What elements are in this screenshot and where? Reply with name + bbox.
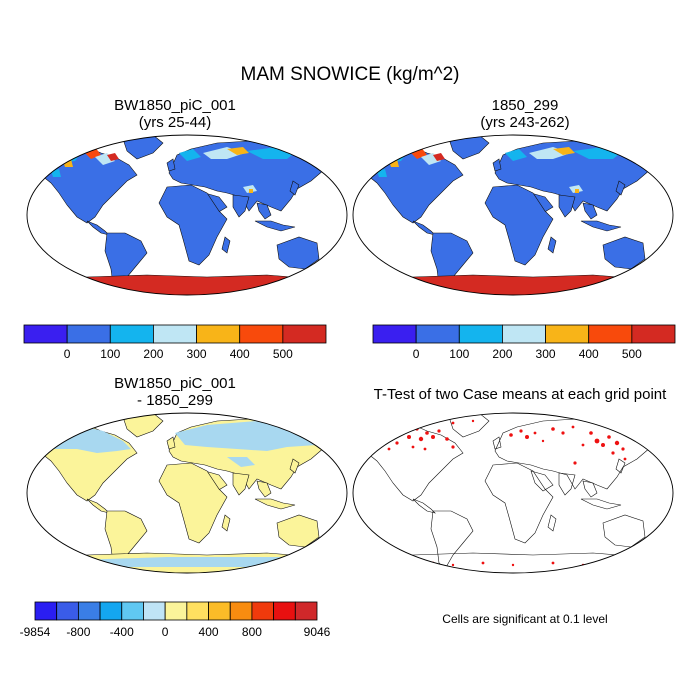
colorbar-case2-swatch	[545, 324, 590, 344]
colorbar-diff-swatch	[186, 601, 209, 621]
colorbar-diff: -9854 -800 -400 0 400 800 9046	[20, 601, 331, 639]
panel-title-case2: 1850_299 (yrs 243-262)	[425, 97, 625, 131]
colorbar-case1-swatch	[153, 324, 197, 344]
colorbar-case1-swatch	[196, 324, 241, 344]
colorbar-case1-label: 500	[273, 347, 293, 361]
colorbar-case1-label: 200	[143, 347, 163, 361]
colorbar-case2-label: 100	[449, 347, 469, 361]
colorbar-diff-swatch	[251, 601, 275, 621]
map-case1	[26, 134, 348, 296]
colorbar-diff-swatch	[56, 601, 79, 621]
colorbar-case2-swatch	[502, 324, 546, 344]
colorbar-diff-swatch	[229, 601, 253, 621]
colorbar-diff-label: -9854	[20, 625, 51, 639]
panel-title-case2-line2: (yrs 243-262)	[480, 114, 570, 131]
colorbar-case1-label: 100	[100, 347, 120, 361]
panel-title-case1: BW1850_piC_001 (yrs 25-44)	[75, 97, 275, 131]
colorbar-case1-swatch	[109, 324, 154, 344]
panel-title-diff-line1: BW1850_piC_001	[114, 375, 236, 392]
colorbar-case1: 0 100 200 300 400 500	[23, 324, 327, 361]
colorbar-case2-label: 200	[492, 347, 512, 361]
colorbar-diff-swatch	[77, 601, 101, 621]
colorbar-diff-swatch	[294, 601, 318, 621]
panel-title-case1-line2: (yrs 25-44)	[138, 114, 212, 131]
map-ttest	[352, 412, 674, 574]
colorbar-case2: 0 100 200 300 400 500	[372, 324, 676, 361]
colorbar-case2-swatch	[458, 324, 503, 344]
colorbar-case1-label: 0	[64, 347, 71, 361]
colorbar-case1-swatch	[282, 324, 327, 344]
panel-title-case1-line1: BW1850_piC_001	[114, 97, 236, 114]
colorbar-diff-label: -400	[110, 625, 134, 639]
significance-note: Cells are significant at 0.1 level	[442, 612, 608, 626]
colorbar-case2-swatch	[372, 324, 417, 344]
panel-title-ttest: T-Test of two Case means at each grid po…	[373, 386, 667, 403]
colorbar-case2-label: 500	[622, 347, 642, 361]
colorbar-case2-swatch	[631, 324, 676, 344]
panel-title-diff: BW1850_piC_001 - 1850_299	[75, 375, 275, 409]
colorbar-diff-label: -800	[66, 625, 90, 639]
map-diff	[26, 412, 348, 574]
colorbar-case2-label: 0	[413, 347, 420, 361]
map-case2	[352, 134, 674, 296]
panel-title-diff-line2: - 1850_299	[137, 392, 213, 409]
colorbar-diff-swatch	[143, 601, 166, 621]
colorbar-diff-label: 400	[199, 625, 219, 639]
colorbar-diff-label: 800	[242, 625, 262, 639]
colorbar-diff-swatch	[164, 601, 188, 621]
colorbar-diff-swatch	[208, 601, 231, 621]
colorbar-diff-swatch	[99, 601, 123, 621]
colorbar-diff-swatch	[273, 601, 296, 621]
colorbar-case1-swatch	[239, 324, 284, 344]
colorbar-diff-label: 9046	[304, 625, 331, 639]
colorbar-case2-label: 300	[536, 347, 556, 361]
colorbar-diff-swatch	[34, 601, 58, 621]
colorbar-diff-label: 0	[162, 625, 169, 639]
colorbar-case2-swatch	[588, 324, 633, 344]
colorbar-case2-label: 400	[579, 347, 599, 361]
colorbar-case1-label: 400	[230, 347, 250, 361]
colorbar-case1-label: 300	[187, 347, 207, 361]
figure-title: MAM SNOWICE (kg/m^2)	[240, 64, 460, 85]
colorbar-case2-swatch	[415, 324, 460, 344]
colorbar-case1-swatch	[66, 324, 111, 344]
colorbar-diff-swatch	[121, 601, 144, 621]
colorbar-case1-swatch	[23, 324, 68, 344]
panel-title-case2-line1: 1850_299	[491, 97, 559, 114]
